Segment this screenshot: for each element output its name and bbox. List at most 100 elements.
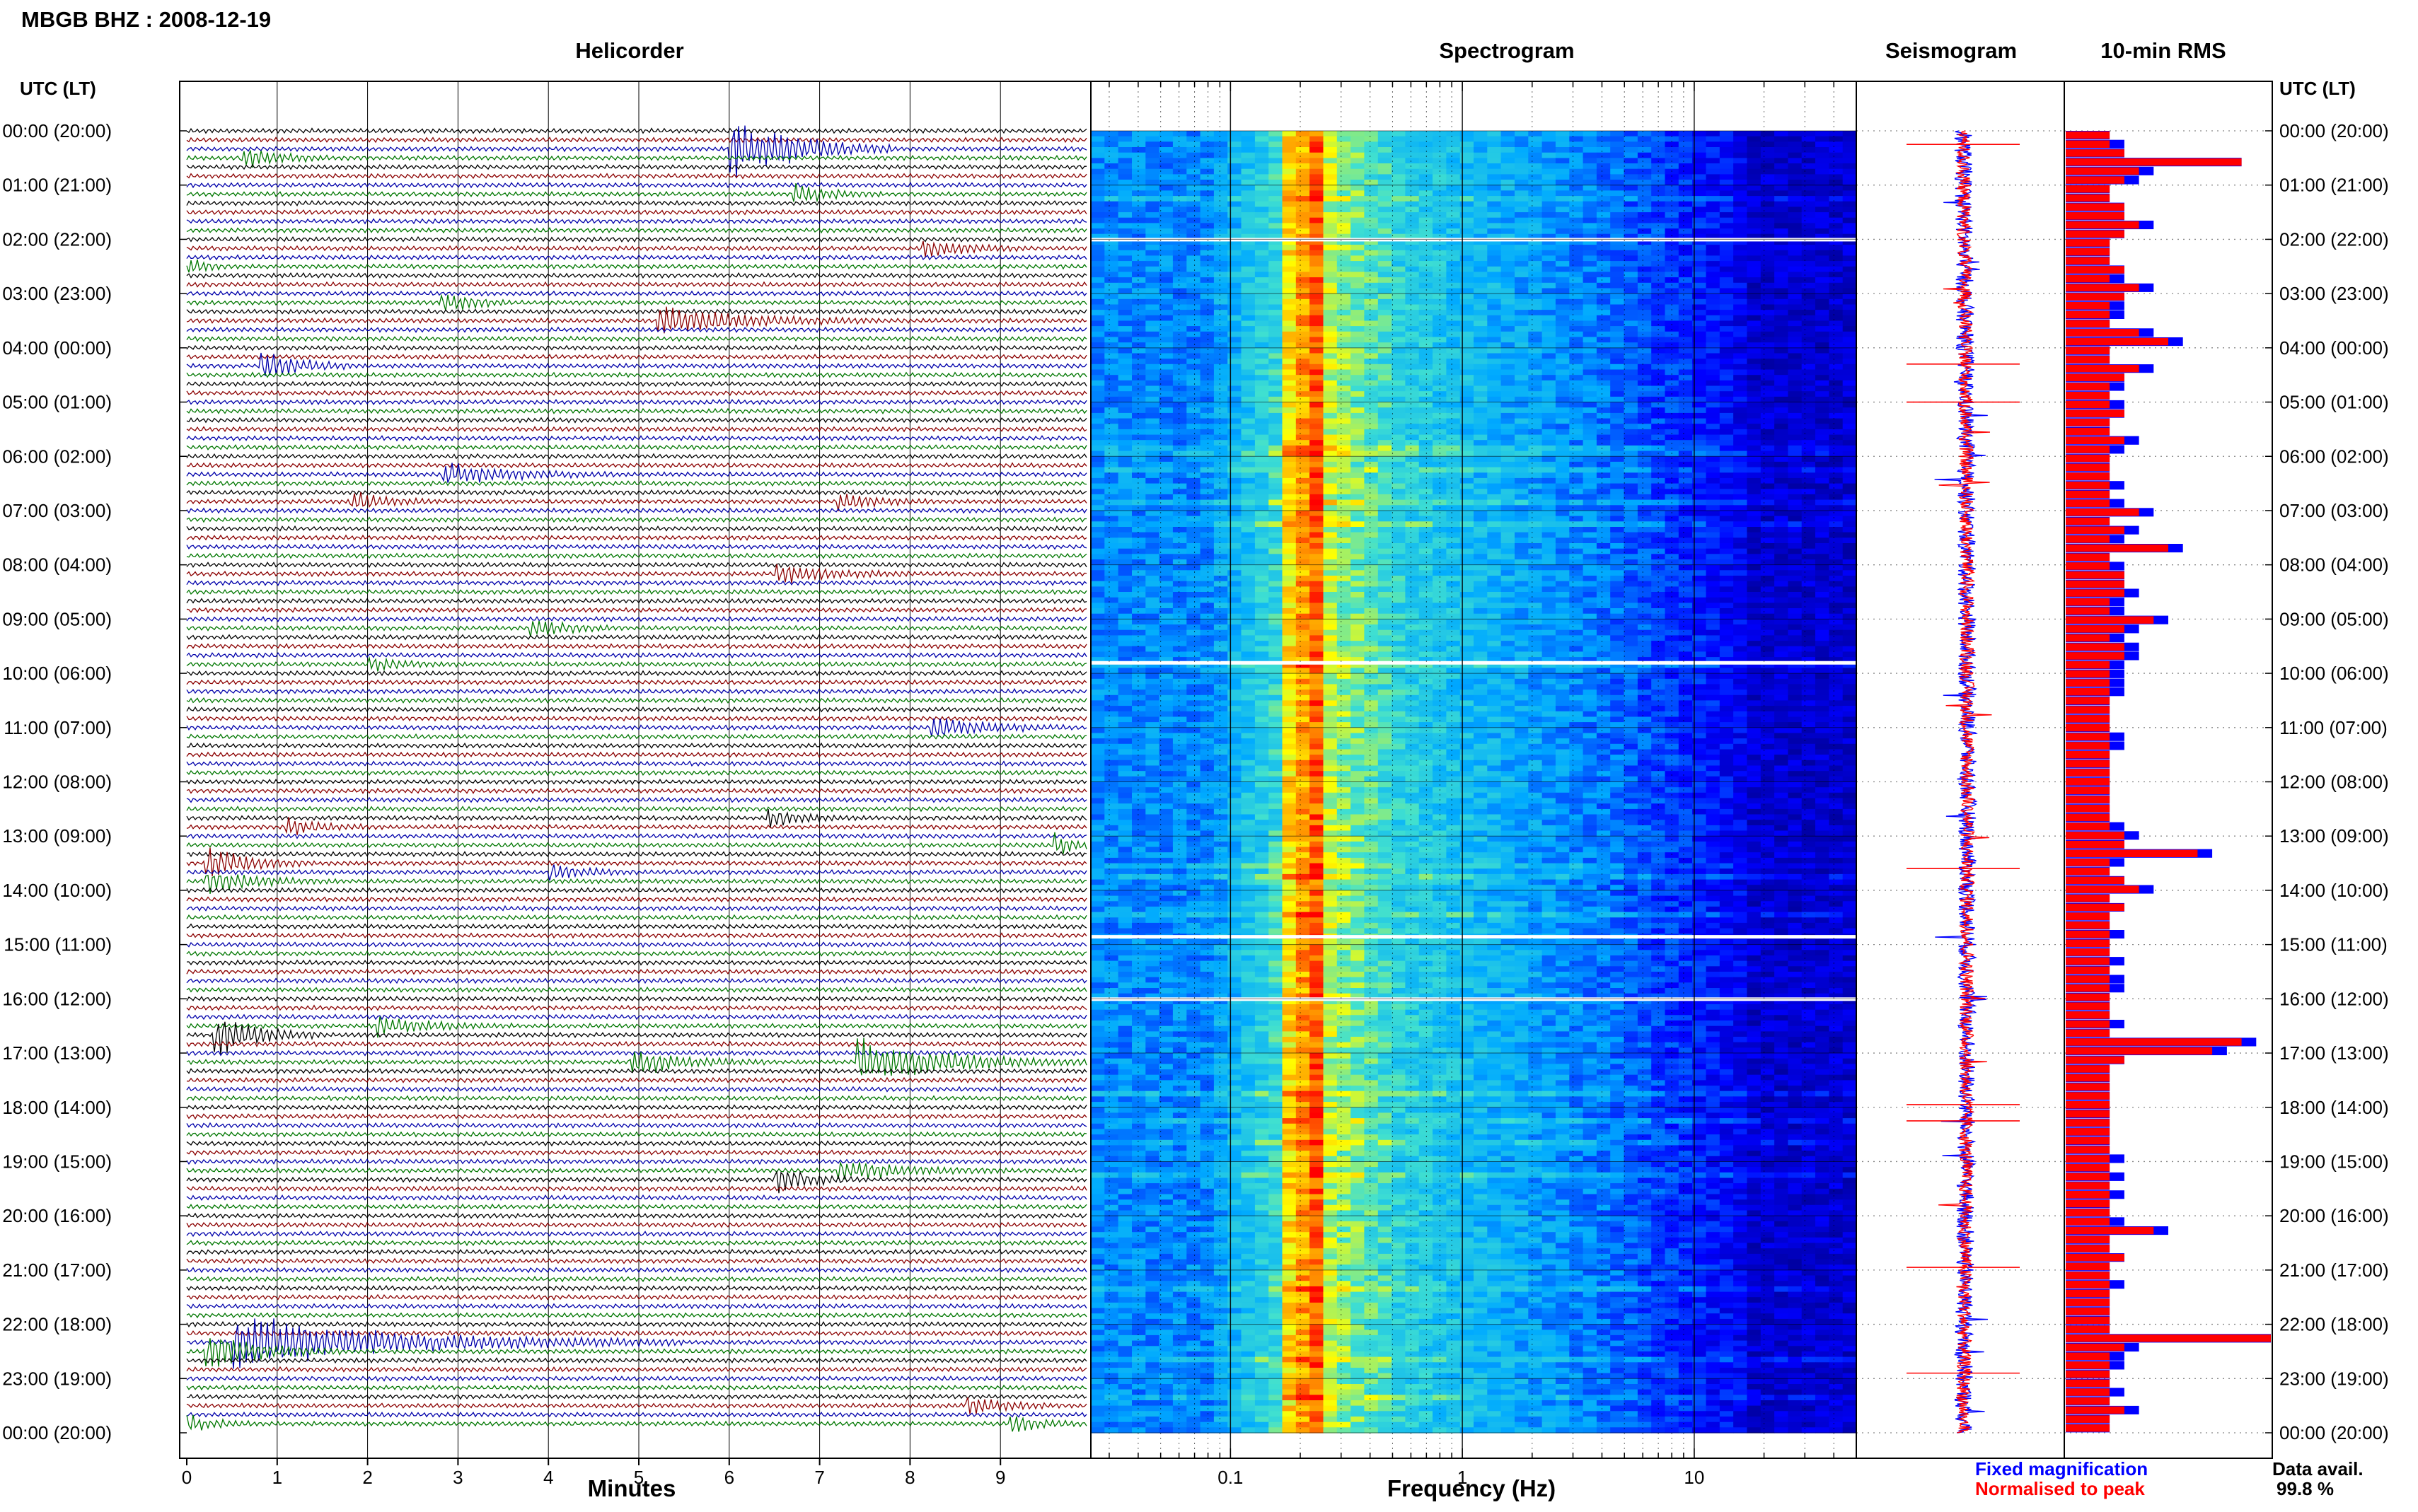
spectrogram-cell <box>1159 190 1174 197</box>
spectrogram-cell <box>1104 445 1119 452</box>
spectrogram-cell <box>1541 527 1556 533</box>
spectrogram-cell <box>1610 337 1625 343</box>
spectrogram-cell <box>1555 185 1570 191</box>
spectrogram-cell <box>1459 174 1474 180</box>
spectrogram-cell <box>1405 201 1420 207</box>
spectrogram-cell <box>1446 337 1461 343</box>
spectrogram-cell <box>1104 359 1119 365</box>
spectrogram-cell <box>1213 532 1228 538</box>
spectrogram-cell <box>1774 310 1788 316</box>
spectrogram-cell <box>1405 407 1420 414</box>
spectrogram-cell <box>1474 369 1488 376</box>
spectrogram-cell <box>1583 326 1597 332</box>
spectrogram-cell <box>1172 483 1187 489</box>
spectrogram-cell <box>1336 456 1351 463</box>
spectrogram-cell <box>1132 527 1146 533</box>
spectrogram-cell <box>1145 499 1160 506</box>
spectrogram-cell <box>1295 196 1310 202</box>
spectrogram-cell <box>1145 391 1160 397</box>
spectrogram-cell <box>1733 537 1747 544</box>
spectrogram-cell <box>1282 364 1297 371</box>
spectrogram-cell <box>1145 337 1160 343</box>
spectrogram-cell <box>1282 418 1297 424</box>
spectrogram-cell <box>1815 380 1829 387</box>
spectrogram-cell <box>1555 511 1570 517</box>
spectrogram-cell <box>1637 375 1652 381</box>
spectrogram-cell <box>1528 364 1543 371</box>
spectrogram-cell <box>1760 212 1775 219</box>
spectrogram-cell <box>1392 245 1406 251</box>
spectrogram-cell <box>1392 277 1406 284</box>
spectrogram-cell <box>1788 320 1803 327</box>
spectrogram-cell <box>1433 467 1447 473</box>
spectrogram-cell <box>1227 391 1242 397</box>
spectrogram-cell <box>1596 331 1611 338</box>
spectrogram-cell <box>1555 277 1570 284</box>
spectrogram-cell <box>1829 402 1844 408</box>
spectrogram-cell <box>1651 293 1666 300</box>
spectrogram-cell <box>1186 461 1201 468</box>
spectrogram-cell <box>1815 364 1829 371</box>
spectrogram-cell <box>1733 168 1747 175</box>
spectrogram-cell <box>1254 207 1269 213</box>
spectrogram-cell <box>1474 141 1488 148</box>
spectrogram-cell <box>1706 272 1720 278</box>
spectrogram-cell <box>1364 369 1379 376</box>
spectrogram-cell <box>1254 239 1269 245</box>
helicorder-trace <box>186 272 1087 279</box>
helicorder-trace <box>186 1049 1087 1057</box>
spectrogram-cell <box>1515 239 1529 245</box>
spectrogram-cell <box>1719 537 1734 544</box>
helicorder-trace <box>186 181 1087 189</box>
spectrogram-cell <box>1555 147 1570 153</box>
spectrogram-cell <box>1186 527 1201 533</box>
spectrogram-cell <box>1788 554 1803 560</box>
spectrogram-cell <box>1200 320 1215 327</box>
spectrogram-cell <box>1788 288 1803 294</box>
spectrogram-cell <box>1583 239 1597 245</box>
spectrogram-cell <box>1651 489 1666 495</box>
spectrogram-cell <box>1282 282 1297 289</box>
spectrogram-cell <box>1610 516 1625 522</box>
spectrogram-cell <box>1118 163 1133 170</box>
spectrogram-cell <box>1295 494 1310 501</box>
spectrogram-cell <box>1842 537 1857 544</box>
spectrogram-cell <box>1172 434 1187 441</box>
spectrogram-cell <box>1392 564 1406 571</box>
spectrogram-cell <box>1350 532 1365 538</box>
spectrogram-cell <box>1433 543 1447 549</box>
spectrogram-cell <box>1637 494 1652 501</box>
spectrogram-cell <box>1364 516 1379 522</box>
spectrogram-cell <box>1583 532 1597 538</box>
spectrogram-cell <box>1665 310 1679 316</box>
spectrogram-cell <box>1446 570 1461 576</box>
spectrogram-cell <box>1624 337 1638 343</box>
spectrogram-cell <box>1132 158 1146 164</box>
spectrogram-cell <box>1842 450 1857 457</box>
spectrogram-cell <box>1515 315 1529 322</box>
spectrogram-cell <box>1350 489 1365 495</box>
spectrogram-cell <box>1132 245 1146 251</box>
helicorder-trace <box>186 562 1087 569</box>
spectrogram-cell <box>1596 385 1611 392</box>
spectrogram-cell <box>1323 467 1338 473</box>
spectrogram-cell <box>1500 320 1515 327</box>
spectrogram-cell <box>1433 201 1447 207</box>
spectrogram-cell <box>1282 212 1297 219</box>
spectrogram-cell <box>1254 320 1269 327</box>
spectrogram-cell <box>1624 212 1638 219</box>
spectrogram-cell <box>1788 131 1803 137</box>
spectrogram-cell <box>1610 483 1625 489</box>
spectrogram-cell <box>1842 570 1857 576</box>
spectrogram-cell <box>1227 304 1242 310</box>
spectrogram-cell <box>1200 163 1215 170</box>
helicorder-trace <box>186 1021 1087 1055</box>
spectrogram-cell <box>1172 342 1187 349</box>
helicorder-trace <box>186 534 1087 541</box>
spectrogram-cell <box>1132 337 1146 343</box>
spectrogram-cell <box>1733 158 1747 164</box>
spectrogram-cell <box>1678 564 1693 571</box>
spectrogram-cell <box>1241 505 1256 511</box>
spectrogram-cell <box>1323 212 1338 219</box>
spectrogram-cell <box>1815 456 1829 463</box>
